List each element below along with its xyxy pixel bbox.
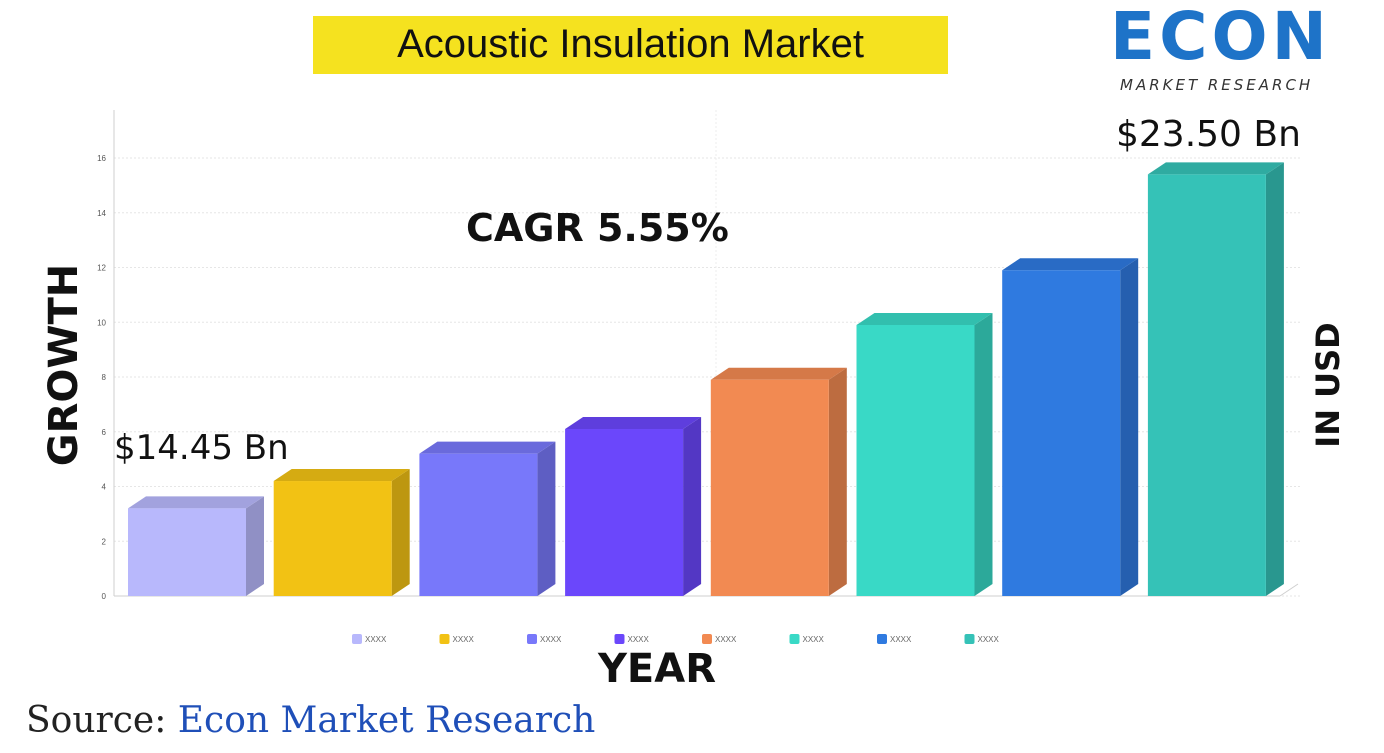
econ-logo: ECON MARKET RESEARCH [1110, 2, 1372, 102]
legend-swatch [964, 634, 975, 644]
logo-text: ECON [1110, 0, 1331, 75]
bar [710, 379, 829, 596]
x-axis-depth-line [1279, 583, 1299, 597]
y-tick-label: 14 [97, 209, 106, 218]
legend-swatch [614, 634, 625, 644]
bar [856, 324, 975, 596]
bar-side [246, 496, 264, 596]
y2-axis-label: IN USD [1309, 322, 1347, 448]
legend-label: XXXX [978, 635, 1000, 644]
legend-swatch [352, 634, 362, 644]
bar-side [1120, 258, 1139, 596]
y-tick-label: 6 [102, 428, 107, 437]
y-tick-label: 4 [102, 483, 107, 492]
y-tick-label: 2 [102, 537, 107, 546]
legend-swatch [702, 634, 712, 644]
bar-side [828, 367, 847, 596]
legend-label: XXXX [890, 635, 912, 644]
legend-swatch [789, 634, 800, 644]
bar-top [565, 417, 702, 430]
chart-title: Acoustic Insulation Market [397, 22, 864, 66]
legend-label: XXXX [715, 635, 737, 644]
y-axis-label: GROWTH [41, 263, 87, 467]
bar-top [856, 312, 993, 325]
bar [128, 508, 246, 596]
source-name: Econ Market Research [177, 700, 596, 741]
y-tick-label: 0 [102, 592, 107, 601]
legend-label: XXXX [628, 635, 650, 644]
bar-side [974, 312, 993, 596]
bar-top [419, 441, 556, 454]
bar-side [1265, 162, 1284, 597]
source-prefix: Source: [26, 700, 178, 741]
legend-label: XXXX [803, 635, 825, 644]
legend-swatch [877, 634, 887, 644]
bar-side [683, 417, 702, 596]
bar-top [128, 496, 264, 509]
bar-side [391, 469, 410, 596]
title-banner: Acoustic Insulation Market [313, 16, 948, 74]
cagr-annotation: CAGR 5.55% [466, 206, 729, 250]
bar [273, 481, 392, 596]
y-tick-label: 10 [97, 318, 106, 327]
y-tick-label: 16 [97, 154, 106, 163]
legend-label: XXXX [365, 635, 387, 644]
bar-top [273, 469, 410, 482]
bar-top [710, 367, 847, 380]
y-tick-label: 12 [97, 264, 106, 273]
bar-top [1002, 258, 1139, 271]
last-value-annotation: $23.50 Bn [1116, 114, 1301, 155]
logo-subtitle: MARKET RESEARCH [1120, 76, 1314, 94]
legend-swatch [439, 634, 450, 644]
bar [419, 453, 538, 596]
source-line: Source: Econ Market Research [26, 700, 595, 741]
bar [1002, 270, 1121, 596]
x-axis-label: YEAR [597, 646, 717, 692]
bar-side [537, 441, 556, 596]
bar-top [1147, 162, 1284, 175]
legend-label: XXXX [540, 635, 562, 644]
bar [1147, 174, 1266, 597]
legend-label: XXXX [453, 635, 475, 644]
y-tick-label: 8 [102, 373, 107, 382]
legend-swatch [527, 634, 537, 644]
bar [565, 429, 684, 596]
first-value-annotation: $14.45 Bn [114, 428, 289, 468]
